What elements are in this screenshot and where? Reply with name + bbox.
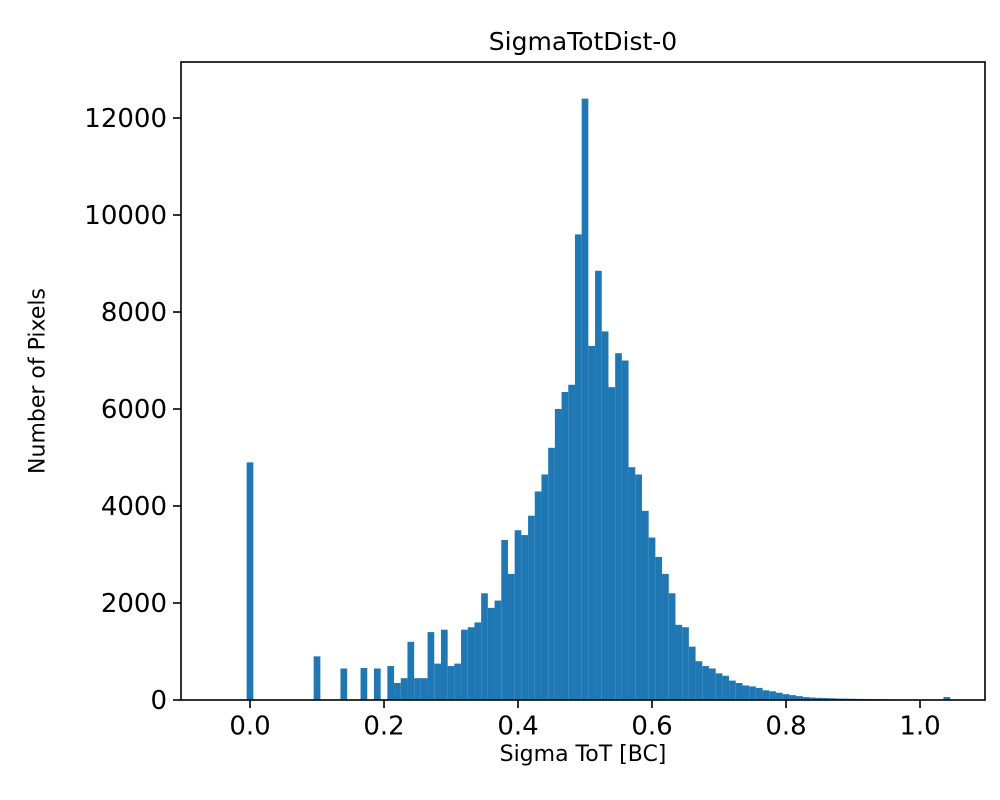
x-tick-label: 1.0 <box>899 711 940 741</box>
histogram-bar <box>574 234 582 700</box>
histogram-bar <box>554 409 562 700</box>
histogram-bar <box>729 680 736 700</box>
histogram-bar <box>340 668 348 700</box>
histogram-bar <box>541 474 549 700</box>
histogram-bar <box>414 678 421 700</box>
histogram-bar <box>548 447 555 700</box>
histogram-bar <box>662 573 669 700</box>
histogram-bar <box>595 270 602 700</box>
histogram-bar <box>762 690 770 700</box>
x-tick-label: 0.8 <box>765 711 806 741</box>
histogram-bar <box>481 593 488 700</box>
plot-border <box>180 61 986 701</box>
histogram-bar <box>461 629 468 700</box>
histogram-bar <box>816 697 823 700</box>
histogram-bar <box>715 673 723 700</box>
histogram-bar <box>568 384 575 700</box>
x-tick-label: 0.4 <box>497 711 538 741</box>
histogram-bar <box>588 345 596 700</box>
y-tick-label: 6000 <box>101 395 167 425</box>
histogram-bar <box>521 535 529 700</box>
histogram-bar <box>394 683 401 700</box>
histogram-bar <box>702 666 709 700</box>
histogram-bar <box>474 622 482 700</box>
y-tick-label: 0 <box>150 686 167 716</box>
histogram-bar <box>775 692 783 700</box>
histogram-bar <box>407 641 415 700</box>
histogram-bar <box>802 697 810 700</box>
histogram-bar <box>601 331 609 700</box>
histogram-bar <box>708 668 716 700</box>
histogram-bar <box>682 627 689 700</box>
histogram-bar <box>621 360 629 700</box>
y-tick-label: 2000 <box>101 589 167 619</box>
histogram-bar <box>427 632 435 700</box>
histogram-bar <box>615 353 622 700</box>
histogram-bar <box>246 462 254 700</box>
histogram-bar <box>387 666 395 700</box>
histogram-bar <box>507 573 515 700</box>
histogram-bar <box>782 694 790 700</box>
histogram-bar <box>822 698 830 700</box>
histogram-bar <box>454 663 462 700</box>
histogram-bar <box>628 467 636 700</box>
histogram-bar <box>769 691 776 700</box>
chart-title: SigmaTotDist-0 <box>488 27 678 56</box>
x-tick-label: 0.2 <box>363 711 404 741</box>
histogram-bar <box>420 678 428 700</box>
histogram-bar <box>440 629 448 700</box>
y-tick-label: 12000 <box>84 104 167 134</box>
histogram-bar <box>735 683 743 700</box>
histogram-bar <box>534 491 542 700</box>
histogram-bar <box>648 537 656 700</box>
histogram-bar <box>635 474 642 700</box>
histogram-bar <box>447 666 455 700</box>
histogram-bar <box>829 698 837 700</box>
y-axis-label: Number of Pixels <box>25 288 51 474</box>
x-tick-label: 0.6 <box>631 711 672 741</box>
histogram-bar <box>608 387 616 700</box>
histogram-bar <box>668 593 676 700</box>
histogram-bar <box>313 656 321 700</box>
histogram-bar <box>675 624 683 700</box>
histogram-bar <box>561 392 569 700</box>
histogram-bar <box>434 663 441 700</box>
histogram-bar <box>467 627 475 700</box>
histogram-bar <box>943 697 951 700</box>
histogram-bar <box>581 98 589 701</box>
histogram-bar <box>501 539 508 700</box>
histogram-bar <box>514 530 522 700</box>
histogram-bar <box>494 600 502 700</box>
y-tick-label: 4000 <box>101 492 167 522</box>
y-tick-label: 8000 <box>101 298 167 328</box>
histogram-bar <box>360 667 368 700</box>
histogram-bar <box>796 696 803 700</box>
histogram-bar <box>655 556 663 700</box>
histogram-bar <box>755 687 763 700</box>
histogram-bar <box>742 685 750 700</box>
histogram-bar <box>641 510 649 700</box>
histogram-bar <box>373 668 381 700</box>
x-tick-label: 0.0 <box>229 711 270 741</box>
histogram-bar <box>487 607 495 700</box>
histogram-bar <box>809 697 817 700</box>
x-axis-label: Sigma ToT [BC] <box>499 742 667 767</box>
histogram-bar <box>695 661 703 700</box>
histogram-bar <box>789 695 797 700</box>
histogram-bar <box>400 678 408 700</box>
histogram-bar <box>749 686 756 700</box>
histogram-bar <box>528 515 535 700</box>
histogram-bar <box>688 646 696 700</box>
y-tick-label: 10000 <box>84 201 167 231</box>
histogram-bar <box>722 675 730 700</box>
